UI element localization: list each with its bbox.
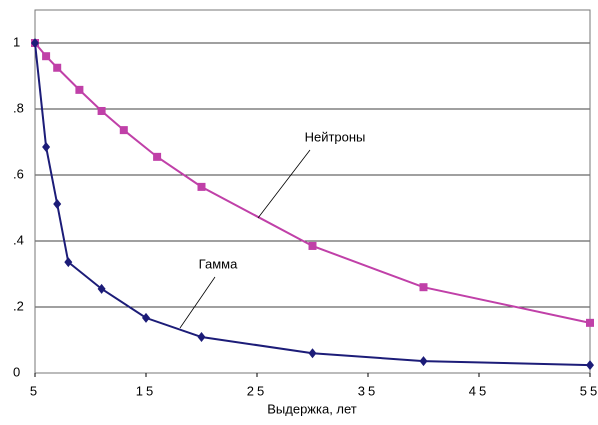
y-tick-label: 1 — [13, 34, 20, 49]
point — [419, 356, 428, 367]
point — [419, 283, 428, 292]
x-tick-label: 15 — [136, 383, 156, 398]
y-tick-label: .2 — [13, 298, 24, 313]
y-tick-label: .6 — [13, 166, 24, 181]
y-tick-label: 0 — [13, 364, 20, 379]
point — [53, 63, 62, 72]
point — [153, 152, 162, 161]
point — [308, 348, 317, 359]
point — [53, 199, 62, 210]
point — [197, 332, 206, 343]
point — [142, 312, 150, 323]
point — [42, 52, 51, 61]
x-axis-label: Выдержка, лет — [267, 401, 357, 416]
series-line — [34, 42, 591, 324]
y-tick-label: .8 — [13, 100, 24, 115]
point — [308, 241, 317, 250]
x-tick-label: 55 — [580, 383, 598, 398]
point — [75, 85, 84, 94]
point — [119, 126, 128, 135]
point — [97, 283, 106, 294]
annotation: Гамма — [199, 256, 238, 271]
x-tick-label: 5 — [30, 383, 40, 398]
point — [42, 141, 51, 152]
point — [586, 318, 594, 327]
series-line — [34, 42, 591, 367]
annotation-leader — [179, 276, 216, 329]
plot-border — [34, 9, 591, 374]
x-tick-label: 25 — [247, 383, 267, 398]
annotation-leader — [257, 149, 311, 219]
point — [97, 106, 106, 115]
y-tick-label: .4 — [13, 232, 24, 247]
point — [31, 38, 39, 48]
point — [64, 257, 73, 268]
annotation: Нейтроны — [305, 129, 366, 144]
x-tick-label: 45 — [469, 383, 489, 398]
point — [197, 182, 206, 191]
point — [586, 360, 594, 371]
x-tick-label: 35 — [358, 383, 378, 398]
